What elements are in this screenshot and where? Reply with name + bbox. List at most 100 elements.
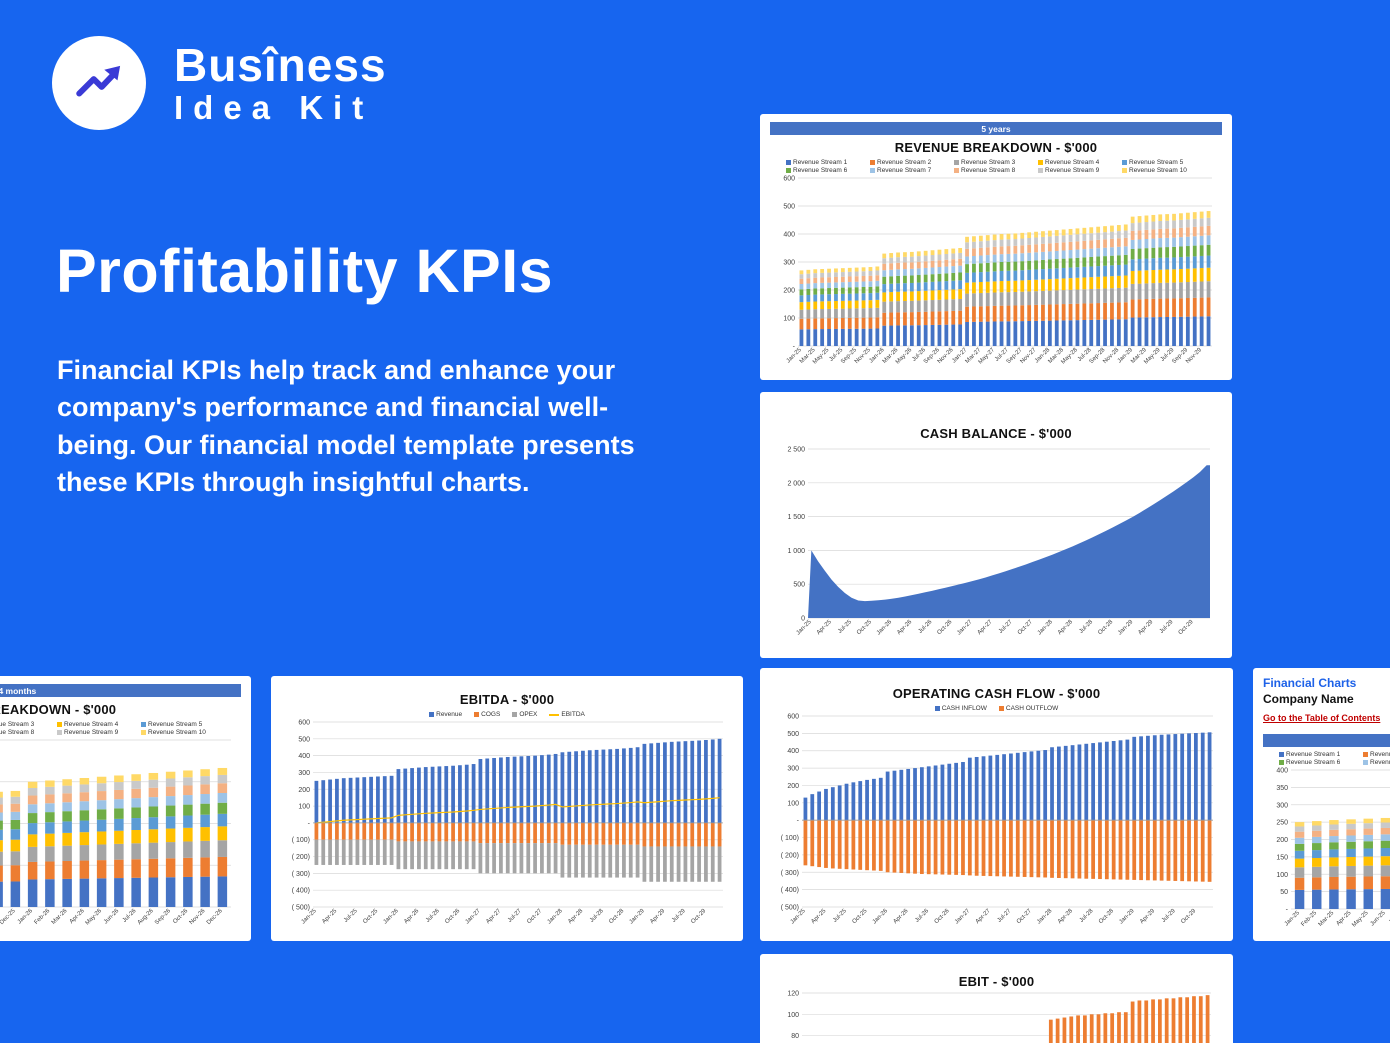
legend-marker-icon bbox=[141, 722, 146, 727]
svg-text:Jul-25: Jul-25 bbox=[832, 908, 848, 924]
svg-text:2 000: 2 000 bbox=[787, 480, 805, 487]
svg-text:Apr-26: Apr-26 bbox=[893, 908, 910, 925]
svg-text:100: 100 bbox=[787, 1012, 799, 1019]
page-title: Profitability KPIs bbox=[56, 237, 554, 305]
svg-text:Jul-26: Jul-26 bbox=[425, 908, 441, 924]
svg-text:Sep-26: Sep-26 bbox=[154, 908, 172, 926]
legend-marker-icon bbox=[1363, 751, 1368, 757]
svg-text:Apr-29: Apr-29 bbox=[649, 908, 666, 925]
legend-item: Revenue Stream 5 bbox=[141, 721, 225, 728]
svg-text:Jul-26: Jul-26 bbox=[918, 619, 934, 635]
brand-logo: Busîness Idea Kit bbox=[52, 36, 387, 130]
legend-item: Revenue Stream 4 bbox=[1038, 159, 1122, 166]
svg-text:Jan-28: Jan-28 bbox=[1036, 908, 1054, 926]
legend-marker-icon bbox=[954, 168, 959, 173]
chart-canvas: 2 500 2 000 1 500 1 000 500 0 Jan-25 Apr-25 Jul-… bbox=[768, 441, 1224, 652]
svg-text:( 500): ( 500) bbox=[781, 905, 799, 912]
legend-marker-icon bbox=[998, 706, 1004, 711]
svg-text:May-26: May-26 bbox=[85, 908, 104, 927]
svg-text:May-27: May-27 bbox=[978, 347, 997, 366]
legend-label: Revenue Stream 1 bbox=[1286, 750, 1341, 758]
svg-text:Jan-27: Jan-27 bbox=[954, 908, 972, 926]
svg-text:Apr-25: Apr-25 bbox=[810, 908, 827, 925]
legend-label: Revenue Stream 4 bbox=[1045, 159, 1100, 166]
svg-text:Oct-26: Oct-26 bbox=[934, 908, 951, 925]
legend-item: Revenue bbox=[429, 711, 462, 718]
chart-canvas: 600 500 400 300 200 100- Jan-25 Mar-25 May-25 Jul… bbox=[768, 174, 1224, 374]
legend-marker-icon bbox=[57, 722, 62, 727]
svg-text:( 300): ( 300) bbox=[292, 871, 310, 878]
svg-text:Jul-25: Jul-25 bbox=[837, 619, 853, 635]
svg-text:Jan-29: Jan-29 bbox=[1117, 619, 1135, 637]
svg-text:200: 200 bbox=[783, 288, 795, 295]
svg-text:Feb-25: Feb-25 bbox=[1300, 910, 1318, 928]
toc-link[interactable]: Go to the Table of Contents bbox=[1263, 713, 1381, 724]
svg-text:Oct-28: Oct-28 bbox=[1097, 619, 1114, 636]
legend-label: Revenue Stream 1 bbox=[793, 159, 848, 166]
legend-item: Revenue Stream 2 bbox=[870, 159, 954, 166]
legend-item: Revenue Stream 5 bbox=[1122, 159, 1206, 166]
svg-text:Oct-25: Oct-25 bbox=[362, 908, 379, 925]
svg-text:( 200): ( 200) bbox=[292, 854, 310, 861]
svg-text:Jun-26: Jun-26 bbox=[103, 908, 121, 926]
svg-text:300: 300 bbox=[787, 766, 799, 773]
svg-text:( 300): ( 300) bbox=[781, 870, 799, 877]
svg-text:100: 100 bbox=[783, 316, 795, 323]
svg-text:Oct-26: Oct-26 bbox=[936, 619, 953, 636]
legend-item: COGS bbox=[474, 711, 500, 718]
svg-text:Feb-26: Feb-26 bbox=[34, 908, 52, 926]
chart-legend: CASH INFLOW CASH OUTFLOW bbox=[768, 705, 1225, 712]
legend-item: Revenue Stream 8 bbox=[0, 729, 57, 736]
legend-item: Revenue Stream 6 bbox=[786, 167, 870, 174]
legend-item: Revenue Stream 3 bbox=[0, 721, 57, 728]
legend-label: Revenue Stream 5 bbox=[1129, 159, 1184, 166]
svg-text:Jan-28: Jan-28 bbox=[547, 908, 565, 926]
legend-item: EBITDA bbox=[549, 711, 585, 718]
chart-title: EBIT - $'000 bbox=[958, 974, 1035, 989]
svg-text:Jan-28: Jan-28 bbox=[1037, 619, 1055, 637]
svg-text:200: 200 bbox=[1276, 837, 1288, 844]
svg-text:May-25: May-25 bbox=[812, 347, 831, 366]
svg-text:Jul-25: Jul-25 bbox=[343, 908, 359, 924]
svg-text:-: - bbox=[797, 818, 800, 825]
legend-marker-icon bbox=[57, 730, 62, 735]
chart-canvas: 600 500 400 300 200 100 - ( 100) ( 200) ( 300) ( 4… bbox=[279, 718, 735, 935]
svg-text:( 400): ( 400) bbox=[292, 888, 310, 895]
svg-text:May-28: May-28 bbox=[1060, 347, 1079, 366]
legend-label: Revenue Stream 5 bbox=[148, 721, 203, 728]
svg-text:Jul-29: Jul-29 bbox=[1159, 619, 1175, 635]
logo-circle bbox=[52, 36, 146, 130]
legend-label: Revenue Stream 2 bbox=[1370, 750, 1390, 758]
svg-text:350: 350 bbox=[1276, 785, 1288, 792]
legend-item: Revenue Stream 6 bbox=[1279, 759, 1363, 766]
svg-text:600: 600 bbox=[787, 714, 799, 721]
period-banner: 24 months bbox=[0, 684, 241, 697]
legend-marker-icon bbox=[1122, 160, 1127, 165]
svg-text:Jan-26: Jan-26 bbox=[383, 908, 401, 926]
svg-text:Jun-25: Jun-25 bbox=[1370, 910, 1388, 928]
svg-text:Jul-29: Jul-29 bbox=[671, 908, 687, 924]
legend-label: Revenue Stream 8 bbox=[961, 167, 1016, 174]
legend-label: CASH OUTFLOW bbox=[1005, 705, 1059, 712]
svg-text:Apr-28: Apr-28 bbox=[1057, 908, 1074, 925]
svg-text:May-29: May-29 bbox=[1143, 347, 1162, 366]
sheet-header: Financial Charts Company Name Go to the … bbox=[1261, 674, 1390, 732]
legend-marker-icon bbox=[870, 160, 875, 165]
legend-label: Revenue Stream 4 bbox=[64, 721, 119, 728]
legend-item: Revenue Stream 10 bbox=[1122, 167, 1206, 174]
svg-text:Oct-26: Oct-26 bbox=[444, 908, 461, 925]
financial-charts-sheet-card: Financial Charts Company Name Go to the … bbox=[1253, 668, 1390, 941]
legend-item: Revenue Stream 7 bbox=[870, 167, 954, 174]
legend-marker-icon bbox=[1038, 168, 1043, 173]
svg-text:-: - bbox=[793, 344, 796, 351]
legend-marker-icon bbox=[1038, 160, 1043, 165]
svg-text:120: 120 bbox=[787, 991, 799, 998]
svg-text:500: 500 bbox=[298, 736, 310, 743]
legend-item: Revenue Stream 7 bbox=[1363, 759, 1390, 766]
legend-label: Revenue Stream 9 bbox=[1045, 167, 1100, 174]
svg-text:300: 300 bbox=[783, 260, 795, 267]
svg-text:Jul-27: Jul-27 bbox=[507, 908, 523, 924]
svg-text:Jul-27: Jul-27 bbox=[998, 619, 1014, 635]
